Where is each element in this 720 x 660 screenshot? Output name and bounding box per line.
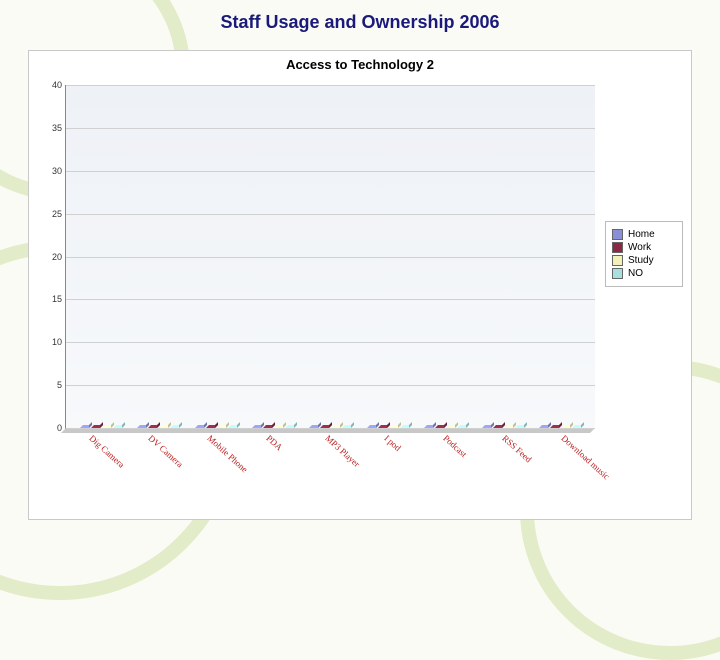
page-title: Staff Usage and Ownership 2006 [0,12,720,33]
y-tick-label: 15 [40,294,62,304]
grid-line [66,428,595,429]
legend: Home Work Study NO [605,221,683,287]
plot-area: 0510152025303540 [37,85,595,429]
category-label: Download music [536,433,595,511]
legend-item: Work [612,242,676,253]
legend-item: Study [612,255,676,266]
category-labels: Dig CameraDV CameraMobile PhonePDAMP3 Pl… [65,433,595,511]
grid-line [66,385,595,386]
category-label: I pod [359,433,418,511]
grid-line [66,257,595,258]
chart-frame: Access to Technology 2 0510152025303540 … [28,50,692,520]
y-tick-label: 25 [40,209,62,219]
chart-title: Access to Technology 2 [29,57,691,72]
legend-swatch [612,242,623,253]
y-tick-label: 20 [40,252,62,262]
grid-line [66,171,595,172]
grid-line [66,128,595,129]
legend-swatch [612,229,623,240]
category-label: MP3 Player [301,433,360,511]
y-tick-label: 0 [40,423,62,433]
y-tick-label: 35 [40,123,62,133]
legend-label: Home [628,229,655,240]
y-tick-label: 30 [40,166,62,176]
category-label: Dig Camera [65,433,124,511]
category-label: PDA [242,433,301,511]
grid-line [66,85,595,86]
legend-label: Work [628,242,651,253]
legend-swatch [612,268,623,279]
category-label: Mobile Phone [183,433,242,511]
legend-item: Home [612,229,676,240]
grid-line [66,214,595,215]
legend-label: NO [628,268,643,279]
legend-swatch [612,255,623,266]
category-label: DV Camera [124,433,183,511]
legend-item: NO [612,268,676,279]
y-tick-label: 10 [40,337,62,347]
grid-line [66,299,595,300]
y-tick-label: 5 [40,380,62,390]
category-label: Podcast [418,433,477,511]
grid-line [66,342,595,343]
legend-label: Study [628,255,654,266]
y-tick-label: 40 [40,80,62,90]
category-label: RSS Feed [477,433,536,511]
